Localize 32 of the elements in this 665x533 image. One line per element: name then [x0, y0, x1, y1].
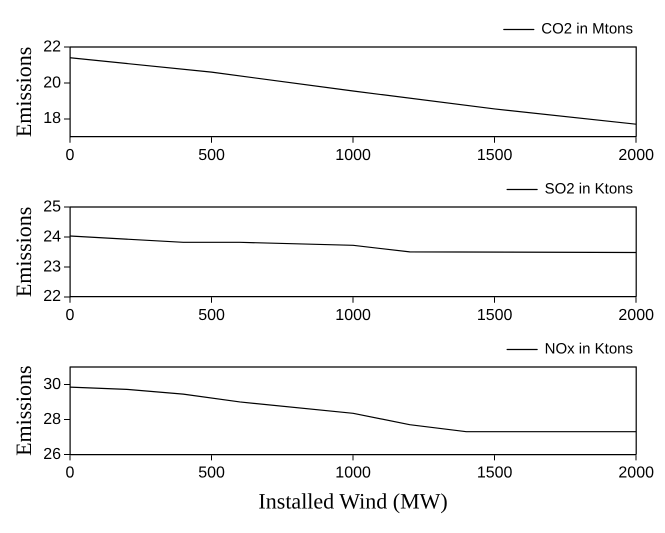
- x-tick-label: 1000: [335, 146, 371, 164]
- y-tick-label: 24: [43, 228, 62, 246]
- x-tick-label: 0: [66, 306, 75, 324]
- legend-label: NOx in Ktons: [544, 340, 634, 358]
- x-tick-label: 1000: [335, 306, 371, 324]
- legend-label: SO2 in Ktons: [544, 180, 634, 198]
- y-tick-label: 22: [43, 288, 62, 306]
- x-tick-label: 500: [198, 306, 225, 324]
- y-axis-title: Emissions: [10, 46, 36, 138]
- x-tick-label: 1500: [476, 464, 513, 482]
- y-tick-label: 18: [43, 110, 62, 128]
- x-tick-label: 2000: [618, 146, 654, 164]
- y-tick-label: 20: [43, 74, 62, 92]
- x-tick-label: 1000: [335, 464, 371, 482]
- y-tick-label: 23: [43, 258, 62, 276]
- y-tick-label: 26: [43, 446, 62, 463]
- y-tick-label: 28: [43, 410, 62, 428]
- x-tick-label: 0: [66, 146, 75, 164]
- y-tick-label: 25: [43, 198, 62, 216]
- x-tick-label: 0: [66, 464, 75, 482]
- x-tick-label: 2000: [618, 464, 654, 482]
- x-tick-label: 1500: [476, 146, 513, 164]
- y-tick-label: 30: [43, 376, 62, 393]
- x-tick-label: 500: [198, 146, 225, 164]
- x-tick-label: 500: [198, 464, 225, 482]
- x-axis-title: Installed Wind (MW): [258, 488, 448, 514]
- x-tick-label: 2000: [618, 306, 654, 324]
- y-tick-label: 22: [43, 38, 62, 56]
- x-tick-label: 1500: [476, 306, 513, 324]
- y-axis-title: Emissions: [10, 365, 36, 456]
- legend-label: CO2 in Mtons: [541, 20, 634, 38]
- y-axis-title: Emissions: [10, 206, 36, 298]
